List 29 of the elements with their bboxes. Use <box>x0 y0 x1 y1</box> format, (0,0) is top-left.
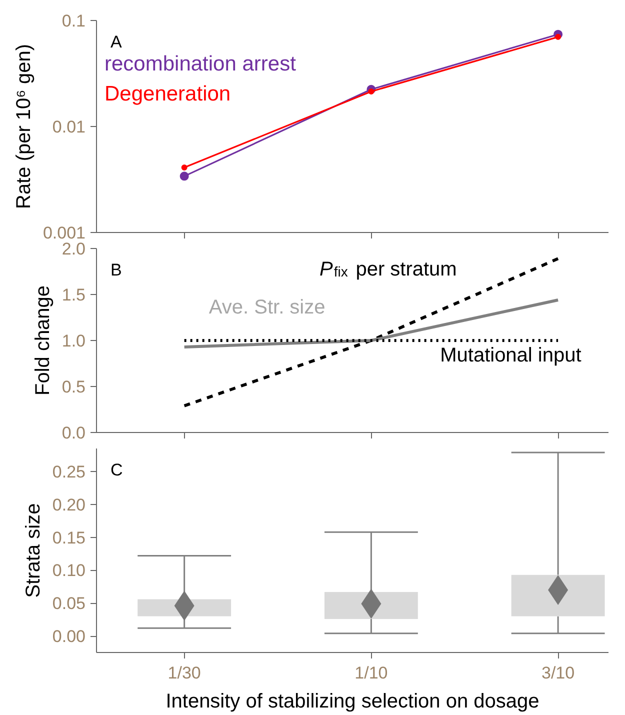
x-tick-label: 3/10 <box>542 664 575 682</box>
text: recombination arrest <box>104 52 296 76</box>
y-tick-label: 1.0 <box>62 332 86 350</box>
y-tick-label: 0.15 <box>52 528 86 548</box>
annotation: A <box>110 32 122 52</box>
x-tick-label: 1/10 <box>354 664 388 682</box>
y-axis-title: Rate (per 10⁶ gen) <box>12 44 35 209</box>
y-tick-label: 0.10 <box>52 561 86 580</box>
y-tick-label: 0.1 <box>62 12 86 30</box>
y-axis-title: Strata size <box>22 503 44 598</box>
y-tick-label: 0.05 <box>52 594 86 614</box>
series-label: Pfix per stratum <box>319 258 457 280</box>
y-tick-label: 2.0 <box>62 240 86 258</box>
y-tick-label: 1.5 <box>62 286 86 304</box>
y-tick-label: 0.5 <box>62 378 86 396</box>
y-tick-label: 0.25 <box>52 462 86 482</box>
annotation: C <box>110 460 123 480</box>
y-tick-label: 0.00 <box>52 627 86 646</box>
series-label: Ave. Str. size <box>208 296 326 318</box>
series-label: Mutational input <box>440 344 582 366</box>
x-axis-title: Intensity of stabilizing selection on dosage <box>166 690 540 712</box>
y-tick-label: 0.01 <box>52 118 86 136</box>
y-tick-label: 0.20 <box>52 495 86 514</box>
y-tick-label: 0.001 <box>42 224 86 242</box>
series-label: Degeneration <box>104 82 231 106</box>
y-tick-label: 0.0 <box>62 424 86 442</box>
y-axis-title: Fold change <box>32 285 54 396</box>
annotation: B <box>110 260 122 280</box>
x-tick-label: 1/30 <box>168 664 201 682</box>
